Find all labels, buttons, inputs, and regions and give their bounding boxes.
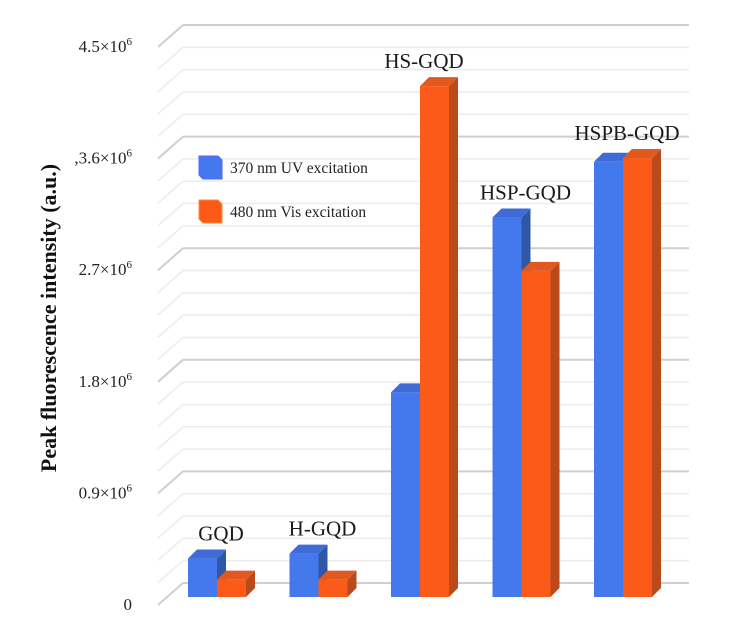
bar-front [391,392,420,597]
category-labels: GQD H-GQD HS-GQD HSP-GQD HSPB-GQD [198,49,679,545]
bar-h-gqd-vis [318,570,357,597]
bar-front [623,158,652,598]
grid-line-diagonal [157,515,184,539]
grid-line-diagonal [157,202,184,227]
y-tick-label: 0 [124,595,133,614]
bar-top [188,549,226,559]
y-tick-label: 0.9×106 [79,482,133,502]
grid-line-diagonal [157,292,184,316]
bar-top [289,544,328,554]
bar-hsp-gqd-vis [521,261,560,597]
legend-item: 480 nm Vis excitation [198,199,366,224]
bar-front [420,86,449,598]
bar-top [521,261,560,271]
bar-top [594,152,632,162]
bar-top [420,77,458,87]
legend-swatch [198,155,223,180]
category-label: HS-GQD [384,49,463,73]
category-label: H-GQD [289,517,357,541]
y-axis-ticks: 0 0.9×106 1.8×106 2.7×106 ,3.6×106 4.5×106 [74,36,132,614]
bar-side [449,77,458,598]
grid-line-diagonal [157,560,184,584]
grid-line-diagonal [157,69,184,93]
bar-front [289,553,319,597]
grid-line-diagonal [157,225,184,249]
y-tick-label: 1.8×106 [79,371,133,391]
bar-front [521,270,551,597]
bar-top [623,149,661,159]
grid-line-diagonal [157,359,184,383]
grid-line-diagonal [157,381,184,405]
legend: 370 nm UV excitation 480 nm Vis excitatio… [198,155,368,224]
bar-front [318,579,348,597]
legend-swatch [198,199,223,224]
bar-top [391,383,429,393]
y-tick-label: ,3.6×106 [74,148,132,168]
grid-line-diagonal [157,426,184,450]
bar-top [217,570,255,580]
bar-side [347,570,357,597]
bar-side [246,570,255,597]
grid-line-diagonal [157,247,184,271]
grid-line-diagonal [157,24,184,48]
grid-line-diagonal [157,46,184,70]
grid-line-diagonal [157,91,184,115]
bar-front [492,217,522,597]
grid-line-diagonal [157,336,184,361]
bar-hspb-gqd-vis [623,149,661,598]
grid-line-diagonal [157,113,184,137]
grid-line-diagonal [157,314,184,338]
grid-line-diagonal [157,158,184,182]
bars [188,77,661,598]
bar-top [492,208,531,218]
legend-item: 370 nm UV excitation [198,155,368,180]
grid-line-diagonal [157,403,184,428]
grid-line-diagonal [157,493,184,517]
grid-line-diagonal [157,470,184,495]
y-axis-title: Peak fluorescence intensity (a.u.) [36,164,61,472]
bar-front [594,161,623,597]
bar-top [318,570,357,580]
bar-side [550,261,560,597]
bar-front [217,579,246,597]
category-label: HSP-GQD [480,181,571,205]
legend-label: 480 nm Vis excitation [230,204,366,221]
bar-side [652,149,661,598]
legend-label: 370 nm UV excitation [230,160,368,177]
grid-line-diagonal [157,269,184,294]
bar-hs-gqd-vis [420,77,458,598]
bar-gqd-vis [217,570,255,597]
y-tick-label: 2.7×106 [79,259,133,279]
grid-line-diagonal [157,582,184,606]
y-tick-label: 4.5×106 [79,36,133,56]
category-label: HSPB-GQD [574,121,679,145]
grid-line-diagonal [157,448,184,472]
grid-line-diagonal [157,135,184,160]
grid-line-diagonal [157,180,184,204]
grid-line-diagonal [157,537,184,561]
bar-front [188,558,217,597]
category-label: GQD [198,522,244,546]
